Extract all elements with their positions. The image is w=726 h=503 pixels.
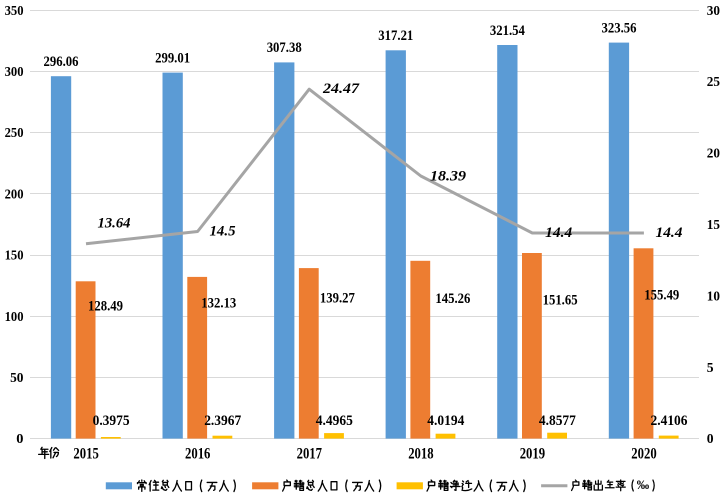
svg-text:321.54: 321.54 xyxy=(490,23,525,39)
svg-text:128.49: 128.49 xyxy=(88,299,123,315)
svg-text:2019: 2019 xyxy=(520,446,546,463)
svg-text:2017: 2017 xyxy=(297,446,323,463)
svg-text:4.8577: 4.8577 xyxy=(539,413,576,429)
svg-text:151.65: 151.65 xyxy=(543,293,578,309)
svg-text:20: 20 xyxy=(707,147,720,162)
svg-text:‰: ‰ xyxy=(637,478,650,492)
svg-text:50: 50 xyxy=(10,371,23,386)
svg-text:0: 0 xyxy=(16,432,23,447)
svg-text:2.4106: 2.4106 xyxy=(651,413,688,429)
svg-text:2016: 2016 xyxy=(185,446,211,463)
svg-text:4.0194: 4.0194 xyxy=(427,413,464,429)
svg-text:14.5: 14.5 xyxy=(210,224,236,240)
svg-text:317.21: 317.21 xyxy=(378,28,413,44)
svg-text:155.49: 155.49 xyxy=(644,288,679,304)
svg-text:0: 0 xyxy=(707,432,714,447)
svg-text:2020: 2020 xyxy=(631,446,657,463)
svg-text:323.56: 323.56 xyxy=(602,20,637,36)
svg-text:100: 100 xyxy=(5,310,24,325)
svg-text:5: 5 xyxy=(707,361,714,376)
svg-text:24.47: 24.47 xyxy=(322,81,360,97)
svg-text:15: 15 xyxy=(707,218,720,233)
svg-text:2018: 2018 xyxy=(408,446,434,463)
svg-text:13.64: 13.64 xyxy=(98,216,131,232)
svg-text:4.4965: 4.4965 xyxy=(316,413,353,429)
svg-text:296.06: 296.06 xyxy=(44,54,79,70)
svg-text:2.3967: 2.3967 xyxy=(204,413,241,429)
svg-text:14.4: 14.4 xyxy=(656,225,684,241)
svg-text:25: 25 xyxy=(707,75,720,90)
svg-text:0.3975: 0.3975 xyxy=(93,413,130,429)
svg-text:145.26: 145.26 xyxy=(435,291,470,307)
svg-text:150: 150 xyxy=(5,249,24,264)
svg-text:350: 350 xyxy=(5,4,24,19)
svg-text:307.38: 307.38 xyxy=(267,40,302,56)
svg-text:200: 200 xyxy=(5,187,24,202)
svg-text:132.13: 132.13 xyxy=(201,296,236,312)
svg-text:300: 300 xyxy=(5,65,24,80)
svg-text:10: 10 xyxy=(707,289,720,304)
svg-text:250: 250 xyxy=(5,126,24,141)
svg-text:299.01: 299.01 xyxy=(155,50,190,66)
svg-text:30: 30 xyxy=(707,4,720,19)
svg-text:2015: 2015 xyxy=(73,446,99,463)
svg-text:14.4: 14.4 xyxy=(545,225,573,241)
svg-text:18.39: 18.39 xyxy=(430,169,467,185)
svg-text:139.27: 139.27 xyxy=(320,291,355,307)
